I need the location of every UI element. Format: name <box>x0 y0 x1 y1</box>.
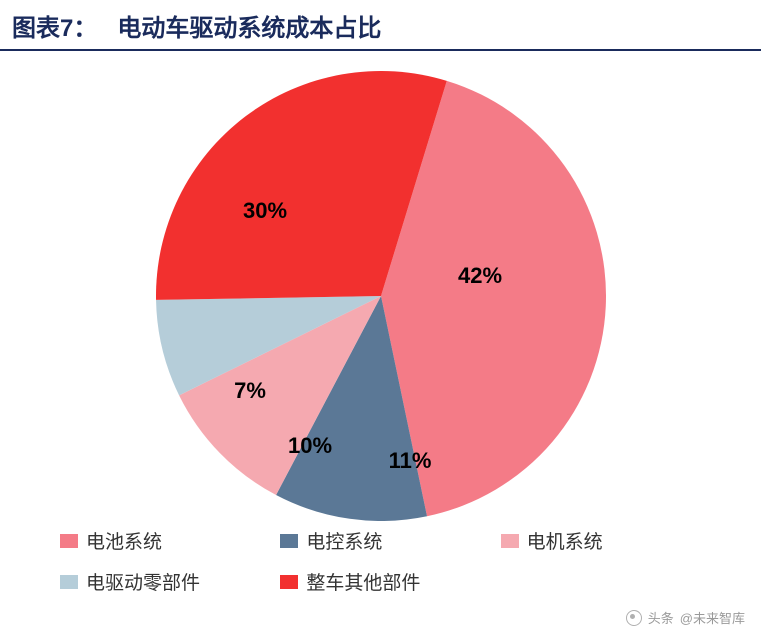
legend-swatch <box>280 575 298 589</box>
legend-label: 整车其他部件 <box>306 568 420 595</box>
watermark-prefix: 头条 <box>648 608 674 627</box>
chart-title-text: 电动车驱动系统成本占比 <box>117 15 381 42</box>
legend-item: 电驱动零部件 <box>60 568 260 595</box>
legend-item: 电池系统 <box>60 527 260 554</box>
legend-swatch <box>280 534 298 548</box>
pie-chart <box>156 71 606 526</box>
legend-swatch <box>60 575 78 589</box>
legend-label: 电控系统 <box>306 527 382 554</box>
chart-number: 图表7： <box>12 15 97 42</box>
slice-label: 7% <box>234 378 266 404</box>
legend-label: 电池系统 <box>86 527 162 554</box>
pie-svg <box>156 71 606 521</box>
watermark: 头条 @未来智库 <box>626 608 745 627</box>
legend-item: 整车其他部件 <box>280 568 480 595</box>
legend: 电池系统 电控系统 电机系统电驱动零部件 整车其他部件 <box>60 527 701 595</box>
watermark-icon <box>626 610 642 626</box>
slice-label: 30% <box>243 198 287 224</box>
chart-area: 42% 11% 10% 7% 30% <box>0 51 761 551</box>
legend-label: 电机系统 <box>527 527 603 554</box>
legend-label: 电驱动零部件 <box>86 568 200 595</box>
slice-label: 10% <box>288 433 332 459</box>
legend-item: 电控系统 <box>280 527 480 554</box>
watermark-handle: @未来智库 <box>680 608 745 627</box>
chart-header: 图表7： 电动车驱动系统成本占比 <box>0 0 761 49</box>
chart-title: 图表7： 电动车驱动系统成本占比 <box>12 8 761 43</box>
slice-label: 11% <box>389 448 432 474</box>
legend-swatch <box>60 534 78 548</box>
legend-item: 电机系统 <box>501 527 701 554</box>
legend-swatch <box>501 534 519 548</box>
slice-label: 42% <box>458 263 502 289</box>
